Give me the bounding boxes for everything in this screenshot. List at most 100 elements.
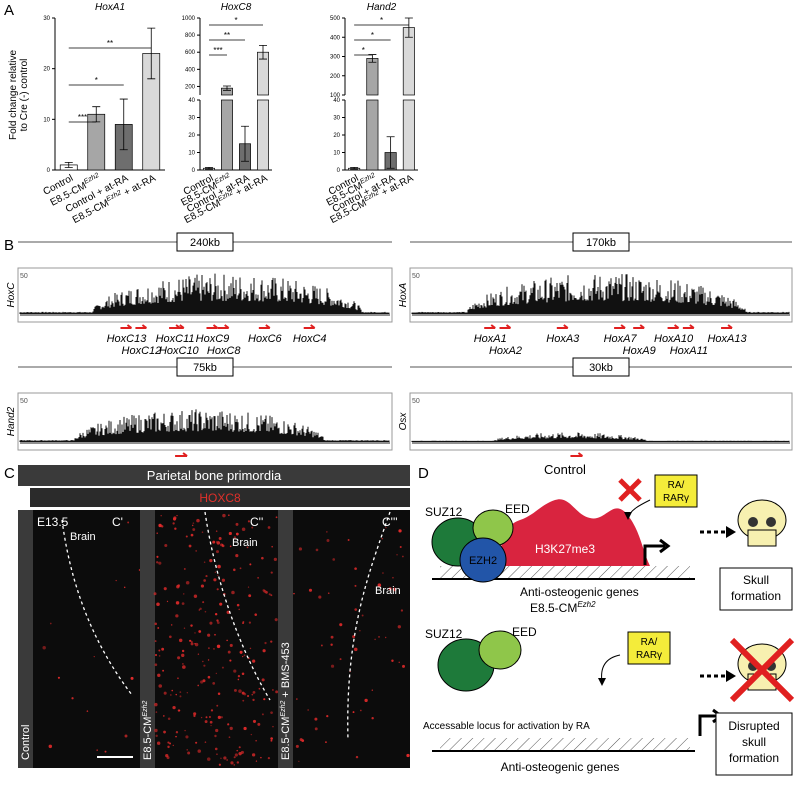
- error-bar: [368, 54, 377, 63]
- sig-label: **: [224, 31, 230, 40]
- signal-dot: [233, 688, 237, 692]
- skull: [737, 499, 787, 547]
- signal-dot: [385, 526, 387, 529]
- signal-dot: [169, 742, 172, 745]
- signal-dot: [339, 658, 342, 661]
- signal-dot: [216, 704, 219, 707]
- signal-dot: [374, 638, 376, 641]
- signal-dot: [326, 531, 328, 533]
- signal-dot: [396, 554, 398, 556]
- signal-dot: [214, 571, 216, 573]
- signal: [411, 432, 790, 442]
- signal-dot: [168, 635, 172, 639]
- disrupt-x: [729, 637, 795, 703]
- label: RA/: [668, 480, 685, 491]
- bar: [257, 99, 269, 171]
- signal-dot: [205, 575, 208, 578]
- signal-dot: [167, 717, 171, 721]
- signal-dot: [171, 689, 174, 692]
- error-bar: [259, 44, 267, 60]
- signal-dot: [202, 601, 205, 604]
- signal-dot: [229, 659, 232, 662]
- signal-dot: [314, 717, 318, 721]
- signal-dot: [315, 548, 319, 552]
- signal-dot: [176, 515, 178, 517]
- signal-dot: [214, 747, 218, 751]
- signal-dot: [196, 518, 200, 523]
- rich-label: Control: [20, 725, 32, 760]
- signal-dot: [237, 678, 240, 681]
- signal-dot: [382, 572, 384, 574]
- signal-dot: [354, 567, 357, 570]
- span-label: 75kb: [193, 362, 217, 374]
- signal-dot: [230, 761, 234, 765]
- signal-dot: [252, 698, 255, 702]
- signal-dot: [192, 522, 195, 524]
- y-tick-label: 500: [330, 16, 341, 22]
- error-bar: [241, 125, 249, 162]
- label: SUZ12: [425, 627, 463, 641]
- y-tick-label: 200: [185, 84, 196, 90]
- signal-dot: [229, 643, 233, 647]
- signal-dot: [154, 702, 158, 707]
- signal-dot: [237, 675, 241, 678]
- sig-label: *: [371, 31, 374, 40]
- label: EED: [512, 625, 537, 639]
- signal-dot: [236, 749, 239, 752]
- signal-dot: [215, 672, 217, 675]
- signal-dot: [353, 647, 358, 652]
- label: formation: [731, 589, 781, 603]
- signal-dot: [203, 561, 206, 563]
- signal-dot: [298, 760, 300, 762]
- signal-dot: [252, 719, 257, 723]
- signal-dot: [270, 571, 273, 574]
- signal-dot: [238, 608, 240, 611]
- gene-label: HoxC9: [196, 333, 230, 345]
- label-part: + BMS-453: [280, 642, 292, 700]
- span-box: [572, 357, 630, 377]
- signal-dot: [93, 656, 95, 658]
- label-sup: Ezh2: [577, 600, 596, 609]
- signal-dot: [207, 675, 211, 679]
- chart-title: HoxA1: [95, 2, 125, 13]
- h3k27me3: [500, 499, 650, 566]
- signal-dot: [186, 749, 189, 751]
- outcome-box: [715, 712, 793, 776]
- signal-dot: [371, 717, 374, 720]
- sig-label: *: [362, 46, 365, 55]
- signal-dot: [163, 715, 165, 717]
- signal-dot: [231, 590, 235, 595]
- header-text: Parietal bone primordia: [147, 468, 282, 483]
- signal-dot: [249, 563, 252, 566]
- signal-dot: [215, 728, 219, 733]
- signal-dot: [186, 692, 189, 694]
- gene-label: HoxC13: [107, 333, 148, 345]
- signal-dot: [268, 593, 271, 596]
- signal-dot: [181, 653, 185, 658]
- signal-dot: [175, 693, 177, 696]
- signal-dot: [241, 655, 244, 658]
- signal-dot: [271, 545, 273, 548]
- gene-label: HoxA9: [623, 345, 656, 357]
- gene-label: HoxA10: [654, 333, 694, 345]
- panel-letter: A: [4, 2, 14, 19]
- signal-dot: [127, 521, 130, 524]
- signal-dot: [295, 744, 299, 748]
- stain-text: HOXC8: [199, 491, 241, 505]
- y-tick-label: 10: [188, 151, 195, 157]
- signal-dot: [235, 554, 239, 558]
- signal-dot: [216, 644, 221, 649]
- signal-dot: [246, 694, 250, 698]
- signal-dot: [217, 564, 221, 569]
- signal-dot: [191, 524, 194, 527]
- signal-dot: [178, 638, 183, 643]
- signal-dot: [361, 614, 364, 617]
- signal-dot: [197, 653, 200, 655]
- signal-dot: [215, 541, 218, 543]
- y-tick-label: 400: [330, 35, 341, 41]
- signal-dot: [318, 595, 322, 599]
- signal-dot: [174, 527, 177, 530]
- signal: [19, 409, 390, 442]
- signal-dot: [183, 568, 186, 570]
- signal-dot: [182, 663, 184, 665]
